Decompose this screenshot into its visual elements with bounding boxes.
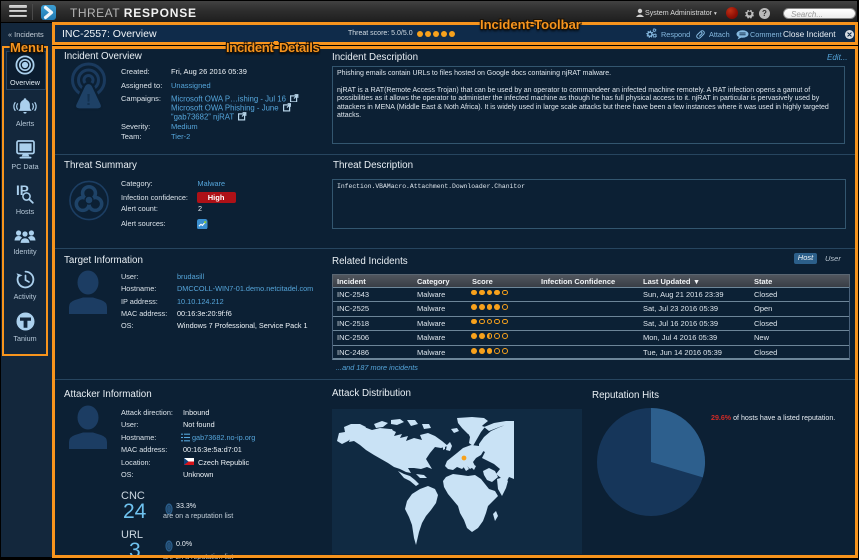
svg-text:!: ! bbox=[86, 92, 91, 109]
svg-text:?: ? bbox=[762, 9, 767, 18]
svg-text:IP: IP bbox=[16, 183, 29, 198]
